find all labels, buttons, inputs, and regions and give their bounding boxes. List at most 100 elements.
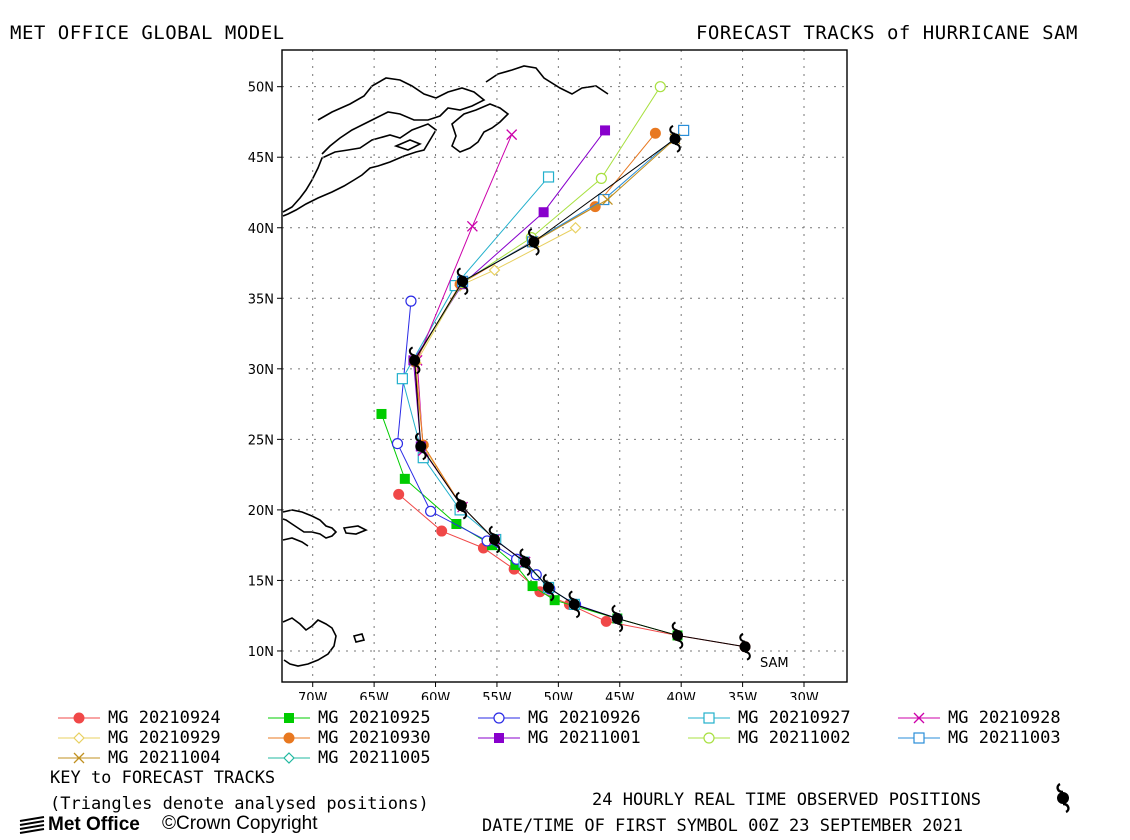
chart-title-right: FORECAST TRACKS of HURRICANE SAM: [695, 22, 1078, 44]
hurricane-symbol-core: [488, 534, 500, 546]
forecast-track-line: [414, 86, 661, 361]
key-title: KEY to FORECAST TRACKS: [50, 768, 276, 788]
hurricane-symbol-arm: [671, 621, 678, 632]
legend-marker-icon: [478, 733, 520, 743]
hurricane-symbol-core: [739, 641, 751, 653]
observed-track: [408, 124, 751, 661]
legend-label: MG 20211003: [948, 728, 1061, 748]
legend-item: MG 20211005: [266, 748, 431, 768]
axis-labels: 70W 65W 60W 55W 50W 45W 40W 35W 30W 10N 15N 20N 25N 3…: [248, 81, 819, 700]
hurricane-symbol: [488, 525, 501, 554]
hurricane-symbol-core: [568, 598, 580, 610]
hurricane-symbol: [528, 227, 540, 256]
lon-tick-label: 55W: [482, 691, 512, 700]
track-point: [538, 207, 549, 218]
hurricane-symbol-arm: [494, 543, 501, 554]
coastlines: [282, 65, 609, 667]
hurricane-symbol-core: [543, 581, 555, 593]
hurricane-symbol-core: [611, 613, 623, 625]
forecast-track: [410, 221, 582, 546]
hurricane-symbol: [415, 432, 427, 461]
track-point: [466, 220, 478, 232]
hurricane-symbol-core: [457, 275, 469, 287]
legend-label: MG 20210924: [108, 708, 221, 728]
lat-tick-label: 35N: [248, 292, 274, 307]
observed-note: 24 HOURLY REAL TIME OBSERVED POSITIONS: [592, 790, 981, 810]
track-point: [284, 713, 294, 723]
met-office-logo-text: Met Office: [48, 814, 140, 835]
track-point: [494, 733, 504, 743]
track-point: [598, 193, 610, 206]
forecast-track: [456, 124, 690, 287]
hurricane-symbol-arm: [542, 573, 549, 584]
legend-item: MG 20211002: [686, 728, 851, 748]
hurricane-symbol-arm: [519, 548, 526, 559]
lon-tick-label: 45W: [605, 691, 635, 700]
legend-label: MG 20210930: [318, 728, 431, 748]
first-symbol-datetime: DATE/TIME OF FIRST SYMBOL 00Z 23 SEPTEMB…: [482, 816, 964, 836]
track-point: [399, 473, 410, 484]
legend-item: MG 20211001: [476, 728, 641, 748]
hurricane-symbol: [568, 590, 581, 619]
hurricane-symbol-arm: [548, 591, 555, 602]
legend-label: MG 20210929: [108, 728, 221, 748]
track-point: [703, 732, 715, 744]
hurricane-symbol-core: [669, 133, 681, 145]
lat-tick-label: 10N: [248, 645, 274, 660]
hurricane-symbol-arm: [739, 632, 746, 643]
coastline-puerto-rico: [342, 525, 368, 535]
track-point: [600, 615, 612, 627]
lat-tick-label: 25N: [248, 433, 274, 448]
coastline-trinidad: [352, 633, 366, 643]
forecast-track: [408, 125, 611, 452]
hurricane-symbol-arm: [456, 267, 463, 278]
legend-item: MG 20210928: [896, 708, 1061, 728]
hurricane-symbol: [671, 621, 684, 650]
legend-label: MG 20210925: [318, 708, 431, 728]
track-point: [542, 171, 555, 183]
hurricane-symbol: [456, 267, 469, 296]
track-point: [376, 408, 387, 419]
track-point: [510, 559, 521, 570]
legend-item: MG 20210926: [476, 708, 641, 728]
hurricane-symbol: [739, 632, 751, 661]
hurricane-symbol: [669, 124, 681, 153]
track-point: [436, 525, 448, 537]
legend-item: MG 20210927: [686, 708, 851, 728]
hurricane-symbol-arm: [415, 432, 422, 443]
chart-title-left: MET OFFICE GLOBAL MODEL: [10, 22, 285, 44]
lon-tick-label: 50W: [544, 691, 574, 700]
hurricane-symbol-arm: [574, 608, 581, 619]
legend-label: MG 20210926: [528, 708, 641, 728]
legend-label: MG 20211004: [108, 748, 221, 768]
legend-marker-icon: [898, 732, 940, 744]
track-point: [913, 732, 925, 744]
coastline-newfoundland: [451, 103, 510, 153]
coastline-pei: [393, 139, 422, 151]
track-point: [487, 540, 498, 551]
coastline-north-america: [282, 123, 438, 217]
coastline-gulf-st-lawrence: [317, 77, 486, 155]
forecast-tracks: [376, 81, 751, 653]
track-point: [393, 488, 405, 500]
lat-tick-label: 45N: [248, 151, 274, 166]
met-office-logo: Met Office: [18, 813, 140, 837]
hurricane-symbol-arm: [533, 245, 540, 256]
hurricane-symbol-arm: [528, 227, 535, 238]
track-map: 70W 65W 60W 55W 50W 45W 40W 35W 30W 10N 15N 20N 25N 3…: [248, 49, 848, 700]
track-point: [703, 712, 715, 724]
lat-tick-label: 50N: [248, 81, 274, 96]
track-point: [451, 519, 462, 529]
track-point: [506, 129, 518, 141]
hurricane-symbol: [611, 604, 624, 633]
key-note: (Triangles denote analysed positions): [50, 794, 429, 814]
coastline-labrador: [485, 65, 609, 95]
hurricane-symbol-core: [672, 629, 683, 641]
hurricane-symbol-arm: [408, 346, 415, 357]
track-point: [425, 505, 437, 517]
hurricane-symbol-arm: [420, 450, 427, 461]
coastline-hispaniola-south: [282, 537, 309, 547]
legend-item: MG 20210924: [56, 708, 221, 728]
hurricane-symbol-arm: [461, 509, 468, 520]
track-point: [391, 437, 404, 450]
